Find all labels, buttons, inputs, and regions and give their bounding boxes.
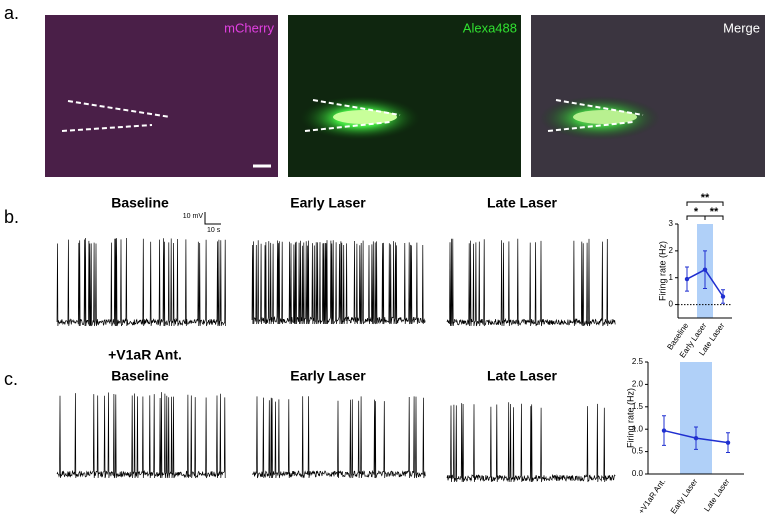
scale-bar: 10 mV 10 s [183,212,221,234]
scale-label: 10 s [207,227,221,234]
image-label: Merge [723,20,760,35]
trace-title: Early Laser [290,195,366,211]
voltage-trace [251,240,426,325]
voltage-trace [56,237,226,327]
significance-label: ** [710,206,719,218]
significance-label: * [694,206,699,218]
trace-title: Baseline [111,368,169,384]
x-tick-label: Late Laser [702,477,731,513]
y-tick-label: 1 [669,273,674,282]
condition-label: +V1aR Ant. [108,347,182,363]
significance-bracket [704,215,724,220]
mean-point [684,276,690,282]
mean-point [661,428,667,433]
voltage-trace [446,238,616,327]
y-tick-label: 1.5 [632,402,644,411]
panel-label: a. [4,3,19,23]
trace-title: Late Laser [487,195,558,211]
y-tick-label: 2 [669,246,674,255]
trace-title: Baseline [111,195,169,211]
y-tick-label: 1.0 [632,424,644,433]
y-tick-label: 0 [669,300,674,309]
x-tick-label: Early Laser [669,477,700,516]
scale-label: 10 mV [183,213,204,220]
y-axis-label: Firing rate (Hz) [657,241,667,301]
x-tick-label: +V1aR Ant. [637,477,668,516]
panel-label: c. [4,369,18,389]
voltage-trace [252,396,426,479]
mean-point [702,267,708,272]
image-merge: Merge [531,15,765,177]
image-mcherry: mCherry [45,15,278,177]
voltage-trace [446,402,616,483]
mean-point [720,294,726,299]
mean-point [693,435,699,441]
trace-title: Early Laser [290,368,366,384]
voltage-trace [56,392,226,479]
y-tick-label: 0.0 [632,469,644,478]
trace-title: Late Laser [487,368,558,384]
mean-point [725,440,731,445]
y-axis-label: Firing rate (Hz) [625,388,635,448]
significance-bracket [686,201,724,206]
y-tick-label: 2.0 [632,380,644,389]
y-tick-label: 2.5 [632,357,644,366]
highlight-band [680,362,712,474]
image-alexa488: Alexa488 [288,15,521,177]
image-label: Alexa488 [463,20,517,35]
y-tick-label: 0.5 [632,447,644,456]
panel-label: b. [4,207,19,227]
y-tick-label: 3 [669,219,674,228]
image-label: mCherry [224,20,274,35]
significance-label: ** [701,192,710,204]
